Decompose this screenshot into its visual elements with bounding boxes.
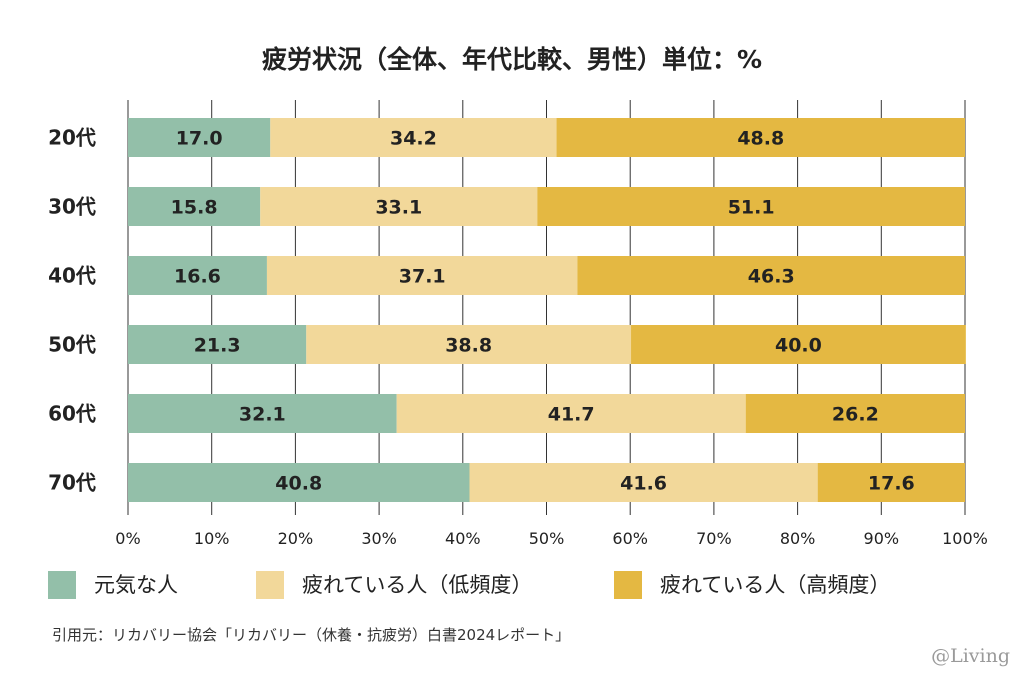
data-label: 37.1 xyxy=(399,266,446,288)
category-label: 30代 xyxy=(48,195,96,219)
x-tick-label: 80% xyxy=(780,529,816,548)
bar-segment xyxy=(556,118,965,157)
data-label: 46.3 xyxy=(748,266,795,288)
legend-swatch xyxy=(48,571,76,599)
data-label: 16.6 xyxy=(174,266,221,288)
x-tick-label: 60% xyxy=(612,529,648,548)
category-label: 40代 xyxy=(48,264,96,288)
bar-segment xyxy=(128,394,397,433)
legend-swatch xyxy=(614,571,642,599)
x-tick-label: 30% xyxy=(361,529,397,548)
chart-title: 疲労状況（全体、年代比較、男性）単位：% xyxy=(262,45,762,74)
bar-segment xyxy=(270,118,557,157)
data-label: 15.8 xyxy=(171,197,218,219)
legend-label: 疲れている人（高頻度） xyxy=(660,573,890,597)
data-label: 33.1 xyxy=(375,197,422,219)
data-label: 17.6 xyxy=(868,473,915,495)
data-label: 34.2 xyxy=(390,128,437,150)
x-tick-label: 100% xyxy=(942,529,988,548)
x-tick-label: 70% xyxy=(696,529,732,548)
category-label: 60代 xyxy=(48,402,96,426)
bar-segment xyxy=(128,325,307,364)
category-label: 20代 xyxy=(48,126,96,150)
x-tick-labels: 0% 10% 20% 30% 40% 50% 60% 70% 80% 90% 100% xyxy=(115,529,988,548)
watermark-text: @Living xyxy=(931,645,1010,667)
legend-label: 元気な人 xyxy=(94,573,178,597)
bar-segment xyxy=(128,187,261,226)
x-tick-label: 10% xyxy=(194,529,230,548)
bar-segment xyxy=(260,187,538,226)
bar-segment xyxy=(306,325,632,364)
data-label: 38.8 xyxy=(445,335,492,357)
x-tick-label: 50% xyxy=(529,529,565,548)
data-label: 21.3 xyxy=(194,335,241,357)
bar-segment xyxy=(266,256,578,295)
x-tick-label: 40% xyxy=(445,529,481,548)
data-label: 41.6 xyxy=(620,473,667,495)
data-label: 32.1 xyxy=(239,404,286,426)
category-labels: 20代 30代 40代 50代 60代 70代 xyxy=(48,126,96,495)
data-labels: 17.0 34.2 48.8 15.8 33.1 51.1 16.6 37.1 46.3 21.3… xyxy=(171,128,915,495)
data-label: 51.1 xyxy=(728,197,775,219)
bars xyxy=(128,118,966,502)
bar-segment xyxy=(469,463,818,502)
category-label: 70代 xyxy=(48,471,96,495)
bar-segment xyxy=(745,394,965,433)
legend-swatch xyxy=(256,571,284,599)
data-label: 26.2 xyxy=(832,404,879,426)
x-tick-label: 90% xyxy=(864,529,900,548)
data-label: 40.0 xyxy=(775,335,822,357)
x-tick-label: 20% xyxy=(278,529,314,548)
data-label: 48.8 xyxy=(737,128,784,150)
watermark-logo: @Living xyxy=(931,646,1010,666)
bar-segment xyxy=(577,256,965,295)
source-citation: 引用元：リカバリー協会「リカバリー（休養・抗疲労）白書2024レポート」 xyxy=(52,626,571,644)
bar-segment xyxy=(537,187,965,226)
data-label: 41.7 xyxy=(548,404,595,426)
legend-label: 疲れている人（低頻度） xyxy=(302,573,532,597)
data-label: 17.0 xyxy=(176,128,223,150)
bar-segment xyxy=(128,118,271,157)
category-label: 50代 xyxy=(48,333,96,357)
bar-segment xyxy=(396,394,746,433)
bar-segment xyxy=(128,256,267,295)
bar-segment xyxy=(817,463,965,502)
gridlines xyxy=(127,100,966,515)
data-label: 40.8 xyxy=(275,473,322,495)
legend: 元気な人 疲れている人（低頻度） 疲れている人（高頻度） xyxy=(48,571,890,599)
x-tick-label: 0% xyxy=(115,529,140,548)
bar-segment xyxy=(631,325,966,364)
bar-segment xyxy=(128,463,470,502)
